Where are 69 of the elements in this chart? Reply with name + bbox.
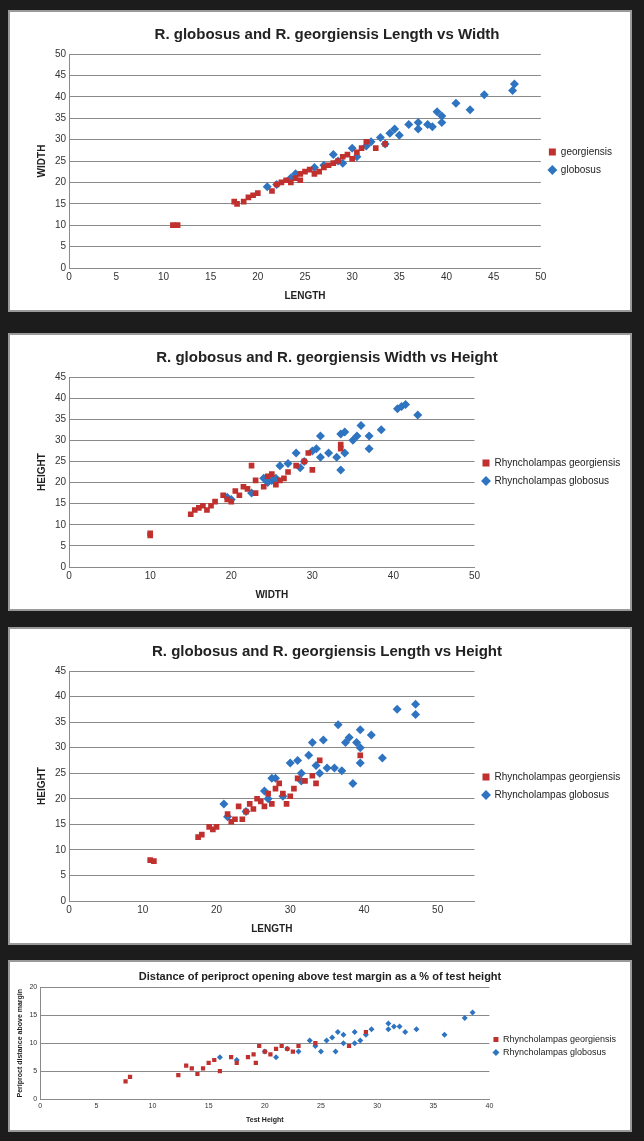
y-tick-label: 45 [55,664,67,676]
y-tick-label: 30 [55,434,67,446]
y-tick-label: 10 [55,843,67,855]
y-axis-title: HEIGHT [35,767,47,805]
legend-label: Rhyncholampas georgiensis [502,1033,617,1044]
chart-title: R. globosus and R. georgiensis Length vs Width [154,25,500,43]
x-tick-label: 30 [346,270,359,282]
x-tick-label: 45 [488,270,500,282]
x-tick-label: 40 [358,903,370,915]
legend-label: georgiensis [560,145,613,157]
y-tick-label: 25 [55,154,67,166]
y-tick-label: 35 [55,111,67,123]
y-tick-label: 5 [60,869,67,881]
chart-title: R. globosus and R. georgiensis Length vs Height [151,642,503,660]
x-tick-label: 50 [535,270,547,282]
chart-title: R. globosus and R. georgiensis Width vs Height [156,348,498,366]
y-tick-label: 40 [55,690,67,702]
y-tick-label: 35 [55,412,67,424]
x-tick-label: 20 [210,903,223,915]
y-tick-label: 10 [55,518,67,530]
y-tick-label: 5 [60,240,67,252]
y-tick-label: 0 [60,894,67,906]
x-tick-label: 20 [225,569,238,581]
legend-label: Rhyncholampas globosus [494,788,610,800]
y-axis-title: WIDTH [35,144,47,178]
y-tick-label: 5 [60,539,67,551]
x-tick-label: 50 [468,569,481,581]
x-axis-title: WIDTH [255,588,289,600]
x-tick-label: 40 [440,270,453,282]
legend-label: globosus [560,163,601,175]
y-tick-label: 20 [55,476,67,488]
x-tick-label: 40 [387,569,400,581]
x-tick-label: 30 [306,569,319,581]
y-tick-label: 40 [55,90,67,102]
legend-label: Rhyncholampas globosus [494,474,610,486]
x-tick-label: 5 [113,270,120,282]
x-axis-title: LENGTH [284,289,326,301]
legend-label: Rhyncholampas globosus [502,1046,607,1057]
x-tick-label: 25 [299,270,311,282]
y-tick-label: 0 [60,560,67,572]
y-tick-label: 15 [55,497,67,509]
x-tick-label: 10 [157,270,170,282]
legend-label: Rhyncholampas georgiensis [494,770,621,782]
legend-label: Rhyncholampas georgiensis [494,456,621,468]
x-tick-label: 50 [432,903,444,915]
y-tick-label: 30 [55,133,67,145]
y-tick-label: 0 [60,261,67,273]
y-tick-label: 30 [55,741,67,753]
y-tick-label: 45 [55,370,67,382]
x-tick-label: 10 [144,569,157,581]
y-tick-label: 20 [55,176,67,188]
x-tick-label: 35 [393,270,406,282]
y-tick-label: 35 [55,715,67,727]
y-tick-label: 20 [55,792,67,804]
x-axis-title: LENGTH [251,922,293,934]
x-tick-label: 10 [137,903,149,915]
x-tick-label: 15 [205,270,217,282]
y-tick-label: 25 [55,455,67,467]
chart-title: Distance of periproct opening above test margin as a % of test height [138,969,502,982]
y-tick-label: 50 [55,47,67,59]
x-tick-label: 20 [252,270,264,282]
y-tick-label: 10 [55,218,67,230]
y-tick-label: 45 [55,69,67,81]
y-tick-label: 25 [55,766,67,778]
y-tick-label: 15 [55,197,67,209]
x-tick-label: 30 [284,903,297,915]
y-axis-title: HEIGHT [35,453,47,491]
y-tick-label: 40 [55,391,67,403]
y-tick-label: 15 [55,818,67,830]
